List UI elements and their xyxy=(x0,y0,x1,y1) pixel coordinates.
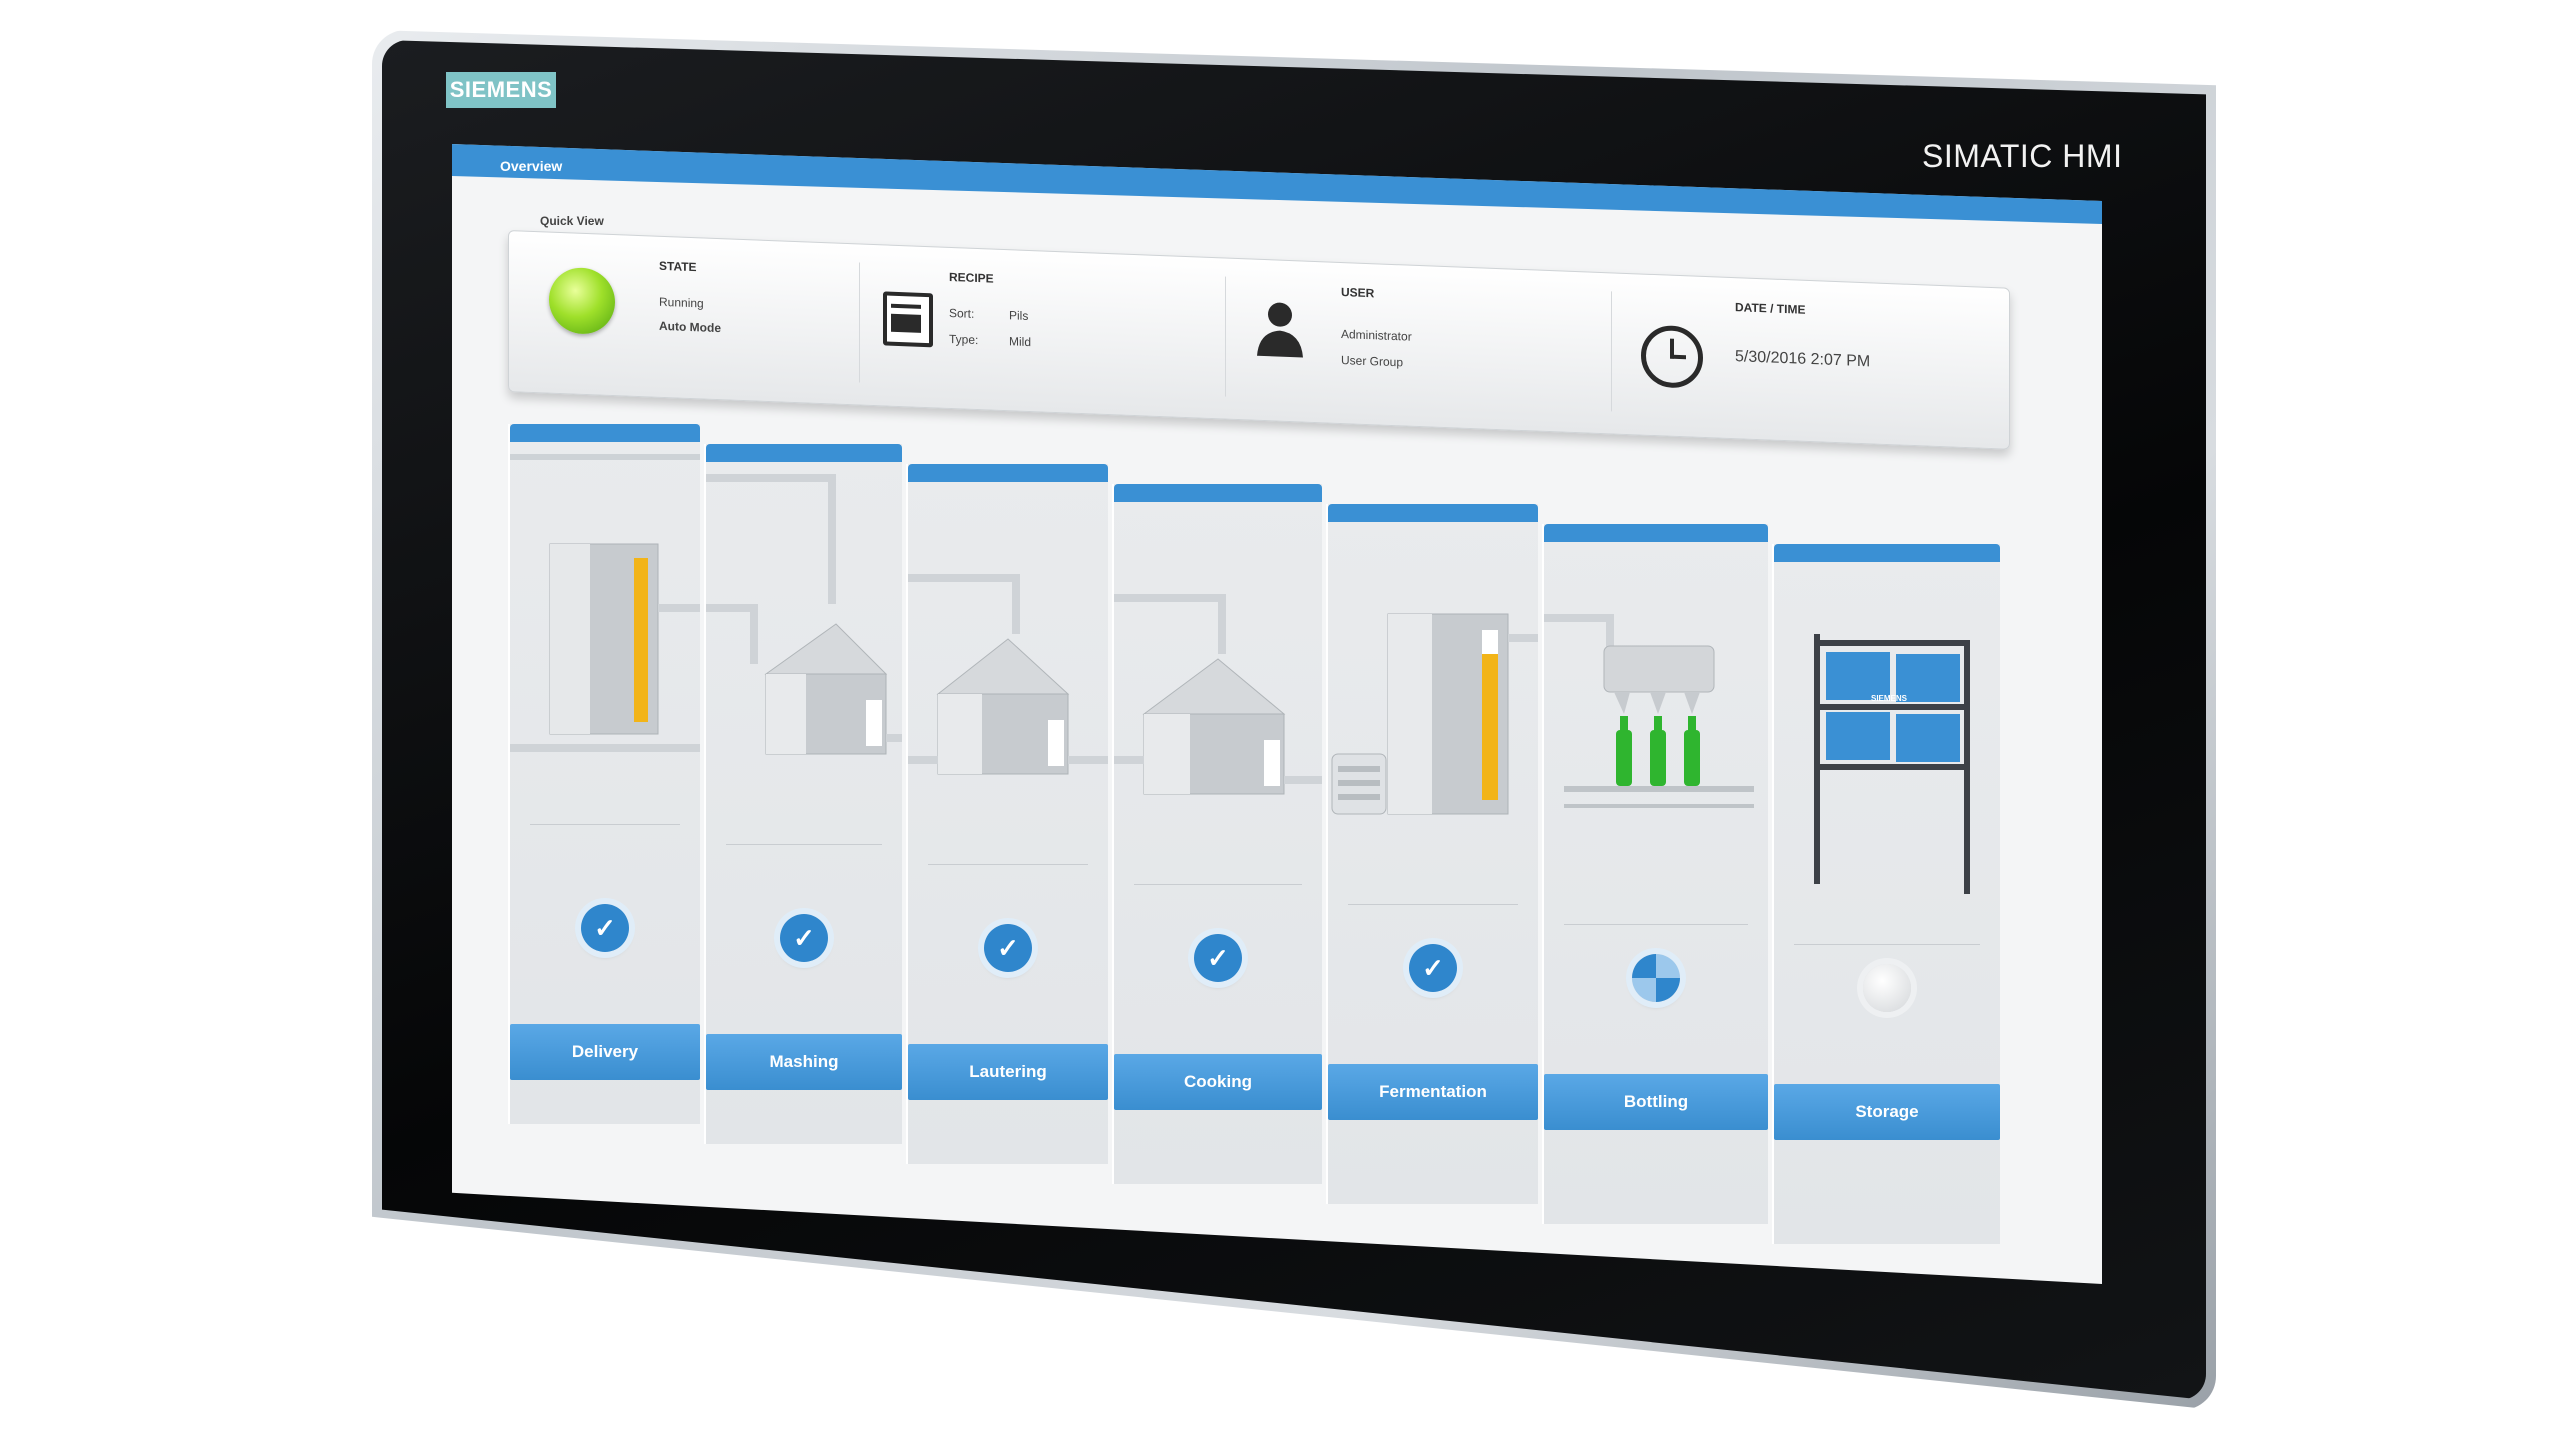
in-progress-status-icon[interactable]: • xyxy=(1632,954,1680,1002)
state-indicator-led xyxy=(549,266,615,336)
mash-tun-icon xyxy=(706,474,902,755)
check-status-icon[interactable]: ✓ xyxy=(581,904,629,952)
recipe-type-value: Mild xyxy=(1009,334,1032,350)
divider xyxy=(1794,944,1980,945)
datetime-title: DATE / TIME xyxy=(1735,300,1806,317)
station-cap xyxy=(908,464,1108,482)
divider xyxy=(1348,904,1518,905)
user-name: Administrator xyxy=(1341,327,1412,344)
storage-button[interactable]: Storage xyxy=(1774,1084,2000,1140)
station-cap xyxy=(706,444,902,462)
lauter-tun-icon xyxy=(908,574,1108,775)
hmi-screen: Overview Quick View STATE Running Auto M… xyxy=(452,144,2102,1284)
station-bottling: • Bottling xyxy=(1542,524,1768,1224)
divider xyxy=(530,824,680,825)
state-status: Running xyxy=(659,294,704,311)
station-cap xyxy=(510,424,700,442)
model-label: SIMATIC HMI xyxy=(1922,138,2123,174)
clock-icon xyxy=(1641,324,1703,389)
station-cap xyxy=(1328,504,1538,522)
station-lautering: ✓ Lautering xyxy=(906,464,1108,1164)
delivery-button[interactable]: Delivery xyxy=(510,1024,700,1080)
idle-status-icon[interactable]: • xyxy=(1863,964,1911,1012)
quick-view-label: Quick View xyxy=(540,214,604,228)
recipe-type-label: Type: xyxy=(949,331,979,348)
recipe-section: RECIPE Sort: Pils Type: Mild xyxy=(859,262,1226,397)
brew-kettle-icon xyxy=(1114,594,1322,795)
divider xyxy=(1564,924,1748,925)
datetime-value: 5/30/2016 2:07 PM xyxy=(1735,348,1871,371)
station-storage: SIEMENS • Storage xyxy=(1772,544,2000,1244)
recipe-title: RECIPE xyxy=(949,269,994,286)
check-status-icon[interactable]: ✓ xyxy=(1194,934,1242,982)
mashing-button[interactable]: Mashing xyxy=(706,1034,902,1090)
bottling-machine-icon xyxy=(1544,614,1754,808)
state-title: STATE xyxy=(659,258,697,275)
user-section[interactable]: USER Administrator User Group xyxy=(1225,276,1612,412)
fermentation-tank-icon xyxy=(1331,613,1538,815)
user-title: USER xyxy=(1341,285,1375,301)
recipe-sort-label: Sort: xyxy=(949,305,975,321)
bottling-button[interactable]: Bottling xyxy=(1544,1074,1768,1130)
station-cap xyxy=(1114,484,1322,502)
lautering-button[interactable]: Lautering xyxy=(908,1044,1108,1100)
station-cap xyxy=(1774,544,2000,562)
station-fermentation: ✓ Fermentation xyxy=(1326,504,1538,1204)
state-section: STATE Running Auto Mode xyxy=(509,249,860,383)
station-cooking: ✓ Cooking xyxy=(1112,484,1322,1184)
check-status-icon[interactable]: ✓ xyxy=(984,924,1032,972)
check-status-icon[interactable]: ✓ xyxy=(780,914,828,962)
fermentation-button[interactable]: Fermentation xyxy=(1328,1064,1538,1120)
station-cap xyxy=(1544,524,1768,542)
cooking-button[interactable]: Cooking xyxy=(1114,1054,1322,1110)
divider xyxy=(726,844,882,845)
quick-view-panel: STATE Running Auto Mode RECIPE Sort: Pil… xyxy=(508,230,2010,450)
silo-icon xyxy=(510,454,700,752)
process-stations: ✓ Delivery ✓ Mashing xyxy=(508,424,2018,1244)
station-mashing: ✓ Mashing xyxy=(704,444,902,1144)
user-group: User Group xyxy=(1341,353,1404,370)
user-icon xyxy=(1257,302,1303,358)
check-status-icon[interactable]: ✓ xyxy=(1409,944,1457,992)
datetime-section: DATE / TIME 5/30/2016 2:07 PM xyxy=(1611,291,2009,426)
divider xyxy=(928,864,1088,865)
page-title: Overview xyxy=(500,158,563,174)
storage-rack-icon xyxy=(1814,634,1970,894)
crate-label: SIEMENS xyxy=(1871,694,1908,703)
divider xyxy=(1134,884,1302,885)
recipe-sort-value: Pils xyxy=(1009,308,1029,323)
state-mode: Auto Mode xyxy=(659,318,721,336)
siemens-logo: SIEMENS xyxy=(446,72,556,108)
station-delivery: ✓ Delivery xyxy=(508,424,700,1124)
recipe-icon xyxy=(883,291,933,348)
